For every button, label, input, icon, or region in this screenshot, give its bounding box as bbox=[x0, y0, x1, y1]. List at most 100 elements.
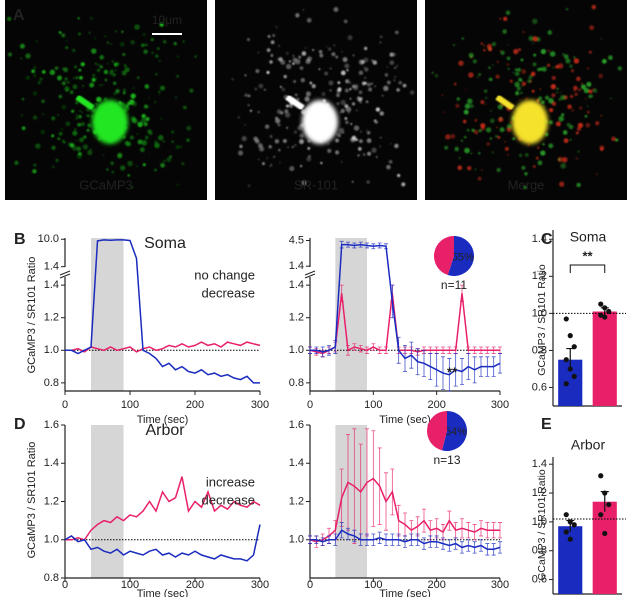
speck bbox=[160, 162, 165, 168]
speck bbox=[148, 97, 150, 99]
speck bbox=[466, 128, 470, 132]
speck bbox=[506, 127, 512, 133]
speck bbox=[485, 127, 492, 133]
speck bbox=[33, 74, 37, 77]
speck bbox=[163, 18, 165, 21]
speck bbox=[503, 16, 508, 21]
speck bbox=[601, 58, 607, 64]
speck bbox=[577, 150, 580, 153]
speck bbox=[340, 99, 346, 106]
y-tick-label: 1.4 bbox=[289, 457, 304, 469]
speck bbox=[150, 38, 154, 42]
speck bbox=[148, 153, 151, 155]
speck bbox=[56, 75, 63, 81]
y-tick-label: 1.0 bbox=[289, 344, 304, 356]
speck bbox=[592, 88, 595, 91]
speck bbox=[80, 122, 85, 126]
series-line bbox=[310, 529, 501, 551]
speck bbox=[473, 129, 479, 135]
speck bbox=[465, 88, 467, 91]
speck bbox=[557, 63, 564, 69]
speck bbox=[551, 101, 557, 106]
speck bbox=[78, 114, 82, 119]
speck bbox=[301, 180, 307, 186]
speck bbox=[41, 99, 45, 104]
x-tick-label: 100 bbox=[121, 399, 139, 411]
speck bbox=[169, 155, 172, 159]
annotation: ** bbox=[582, 248, 593, 263]
speck bbox=[565, 8, 569, 11]
speck bbox=[96, 68, 100, 72]
speck bbox=[477, 176, 482, 181]
speck bbox=[238, 150, 244, 156]
speck bbox=[231, 78, 234, 81]
speck bbox=[121, 30, 124, 33]
pie-annotation: n=13 bbox=[433, 453, 460, 467]
pie-label: 55% bbox=[452, 251, 474, 263]
speck bbox=[75, 116, 79, 120]
data-point bbox=[602, 490, 608, 496]
y-tick-label: 0.8 bbox=[44, 377, 59, 389]
speck bbox=[539, 67, 543, 71]
speck bbox=[368, 87, 373, 92]
speck bbox=[379, 41, 382, 44]
speck bbox=[20, 114, 23, 117]
speck bbox=[255, 69, 260, 74]
speck bbox=[66, 90, 68, 92]
speck bbox=[507, 154, 509, 156]
speck bbox=[103, 69, 109, 75]
speck bbox=[275, 26, 278, 29]
speck bbox=[544, 95, 550, 100]
speck bbox=[154, 168, 157, 172]
pie-slice bbox=[427, 411, 447, 451]
speck bbox=[247, 104, 250, 107]
speck bbox=[141, 113, 146, 119]
y-tick-label: 0.6 bbox=[532, 381, 547, 393]
speck bbox=[524, 153, 529, 157]
speck bbox=[341, 51, 343, 53]
speck bbox=[122, 103, 126, 108]
speck bbox=[123, 88, 126, 92]
speck bbox=[351, 135, 357, 141]
speck bbox=[490, 118, 495, 124]
speck bbox=[563, 138, 569, 144]
data-point bbox=[602, 530, 608, 537]
speck bbox=[277, 57, 280, 61]
speck bbox=[327, 142, 330, 145]
speck bbox=[506, 56, 511, 61]
speck bbox=[537, 100, 540, 102]
speck bbox=[136, 165, 138, 167]
speck bbox=[140, 117, 147, 124]
speck bbox=[336, 102, 340, 106]
speck bbox=[588, 89, 593, 94]
speck bbox=[175, 96, 177, 99]
speck bbox=[297, 125, 303, 131]
speck bbox=[140, 147, 145, 153]
speck bbox=[71, 109, 75, 113]
speck bbox=[269, 60, 273, 64]
speck bbox=[615, 138, 619, 142]
speck bbox=[278, 57, 283, 62]
speck bbox=[99, 55, 104, 60]
chart-title: Soma bbox=[570, 229, 607, 245]
speck bbox=[299, 139, 304, 145]
speck bbox=[182, 40, 185, 43]
speck bbox=[549, 108, 554, 113]
speck bbox=[261, 162, 265, 166]
speck bbox=[79, 137, 84, 143]
speck bbox=[541, 66, 547, 72]
speck bbox=[573, 56, 576, 59]
speck bbox=[457, 165, 463, 171]
speck bbox=[86, 129, 90, 132]
chart-title: Arbor bbox=[145, 422, 185, 439]
x-tick-label: 200 bbox=[427, 399, 445, 411]
x-tick-label: 0 bbox=[307, 579, 313, 591]
speck bbox=[386, 66, 389, 68]
speck bbox=[561, 113, 565, 117]
speck bbox=[481, 169, 483, 171]
x-tick-label: 300 bbox=[491, 399, 509, 411]
speck bbox=[159, 22, 164, 27]
speck bbox=[540, 150, 546, 156]
speck bbox=[518, 48, 522, 52]
